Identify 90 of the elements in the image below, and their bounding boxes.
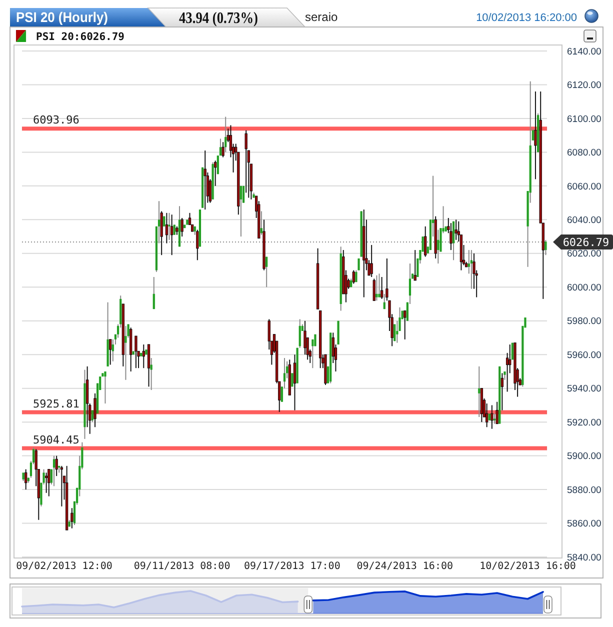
candlestick	[386, 258, 388, 302]
y-tick-label: 5940.00	[567, 384, 602, 395]
candlestick	[216, 155, 219, 175]
y-tick-label: 5860.00	[567, 518, 602, 530]
candlestick	[312, 338, 314, 369]
candlestick	[244, 130, 248, 194]
candlestick	[222, 142, 224, 158]
text: seraio	[305, 10, 338, 24]
candlestick	[404, 310, 406, 340]
candlestick	[52, 455, 56, 487]
candlestick	[104, 370, 106, 404]
candlestick	[266, 256, 268, 288]
ref-line-label: 5904.45	[33, 433, 80, 446]
ref-line-label: 6093.96	[33, 114, 80, 127]
y-tick-label: 6120.00	[567, 80, 602, 92]
x-tick-label: 10/02/2013 16:00	[480, 561, 576, 572]
candlestick	[478, 366, 480, 418]
candlestick	[470, 250, 472, 290]
candlestick	[224, 116, 227, 153]
y-tick-label: 5980.00	[567, 316, 602, 328]
candlestick	[196, 229, 199, 261]
candlestick	[48, 468, 50, 497]
candlestick	[383, 293, 386, 310]
candlestick	[180, 217, 184, 238]
candlestick	[134, 336, 138, 369]
candlestick	[214, 160, 217, 186]
candlestick	[378, 273, 380, 298]
y-tick-label: 6080.00	[567, 148, 602, 159]
candlestick	[298, 318, 301, 348]
y-tick-label: 6040.00	[567, 214, 602, 226]
candlestick	[534, 90, 537, 180]
candlestick	[219, 138, 222, 156]
candlestick	[485, 403, 488, 428]
ref-line-label: 6026.79	[562, 236, 610, 249]
x-tick-label: 09/11/2013 08:00	[134, 561, 230, 572]
y-tick-label: 6140.00	[567, 46, 602, 58]
candlestick	[170, 214, 174, 256]
candlestick	[414, 250, 416, 281]
y-tick-label: 6060.00	[567, 181, 602, 192]
candlestick	[240, 185, 242, 238]
candlestick	[293, 354, 296, 411]
candlestick	[94, 392, 96, 428]
candlestick	[260, 210, 262, 236]
y-tick-label: 6100.00	[567, 114, 602, 125]
y-tick-label: 6020.00	[567, 248, 602, 260]
y-tick-label: 5960.00	[567, 350, 602, 361]
candlestick	[396, 320, 398, 344]
candlestick	[173, 224, 176, 236]
candlestick	[376, 274, 378, 302]
candlestick	[304, 320, 306, 356]
x-tick-label: 09/24/2013 16:00	[356, 561, 454, 572]
candlestick	[493, 413, 496, 424]
candlestick	[124, 325, 127, 380]
candlestick	[291, 372, 294, 388]
candlestick	[544, 239, 547, 256]
y-tick-label: 5880.00	[567, 484, 602, 496]
candlestick	[160, 210, 163, 256]
candlestick	[142, 344, 145, 369]
candlestick	[490, 404, 494, 430]
legend-label: PSI 20:6026.79	[36, 31, 125, 43]
candlestick	[204, 150, 206, 210]
candlestick	[55, 455, 58, 477]
candlestick	[109, 338, 112, 366]
candlestick	[424, 226, 427, 258]
text: 10/02/2013 16:20:00	[476, 12, 577, 24]
candlestick	[496, 401, 498, 424]
candlestick	[394, 324, 396, 342]
candlestick	[165, 212, 168, 244]
candlestick	[454, 219, 458, 240]
candlestick	[352, 270, 355, 284]
candlestick	[337, 320, 340, 345]
candlestick	[112, 338, 114, 362]
x-tick-label: 09/17/2013 17:00	[244, 561, 340, 572]
x-tick-label: 09/02/2013 12:00	[16, 561, 112, 572]
chart-title: PSI 20 (Hourly)	[16, 9, 116, 25]
ref-line-label: 5925.81	[33, 397, 80, 410]
candlestick	[380, 276, 384, 300]
candlestick	[24, 468, 28, 490]
candlestick	[45, 472, 48, 494]
candlestick	[70, 508, 74, 529]
chart-subtitle: 43.94 (0.73%)	[179, 10, 274, 27]
y-tick-label: 5900.00	[567, 451, 602, 462]
candlestick	[150, 357, 152, 391]
y-tick-label: 5920.00	[567, 417, 602, 428]
candlestick	[147, 344, 150, 388]
candlestick	[370, 244, 373, 278]
candlestick	[152, 276, 155, 310]
candlestick	[372, 278, 376, 302]
y-tick-label: 6000.00	[567, 282, 602, 294]
candlestick	[500, 372, 504, 411]
